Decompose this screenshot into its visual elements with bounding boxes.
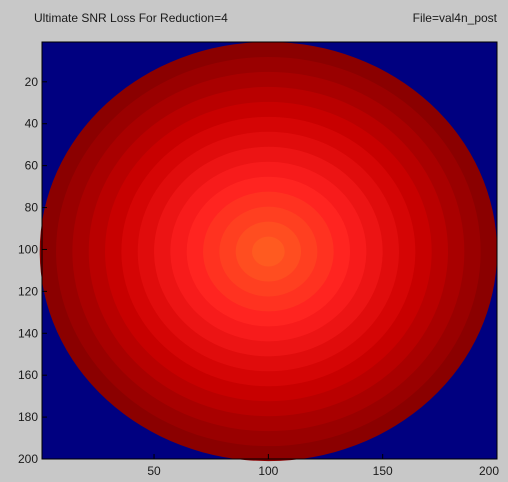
x-tick-label: 50 — [147, 464, 161, 478]
axes-frame — [41, 41, 498, 460]
y-tick-label: 80 — [25, 201, 39, 215]
y-tick-label: 40 — [25, 117, 39, 131]
plot-area — [39, 41, 498, 462]
x-axis: 50 100 150 200 — [147, 454, 499, 478]
chart-title: Ultimate SNR Loss For Reduction=4 — [34, 11, 228, 25]
y-tick-label: 100 — [18, 242, 38, 256]
y-tick-label: 120 — [18, 284, 38, 298]
heatmap-level-14 — [252, 236, 285, 267]
y-tick-label: 180 — [18, 410, 38, 424]
y-tick-label: 200 — [18, 452, 38, 466]
y-tick-label: 60 — [25, 159, 39, 173]
y-axis: 20 40 60 80 100 120 140 160 180 200 — [18, 75, 47, 466]
y-tick-label: 160 — [18, 368, 38, 382]
y-tick-label: 140 — [18, 326, 38, 340]
chart-subtitle: File=val4n_post — [413, 11, 498, 25]
x-tick-label: 150 — [373, 464, 393, 478]
x-tick-label: 100 — [258, 464, 278, 478]
y-tick-label: 20 — [25, 75, 39, 89]
x-tick-label: 200 — [479, 464, 499, 478]
